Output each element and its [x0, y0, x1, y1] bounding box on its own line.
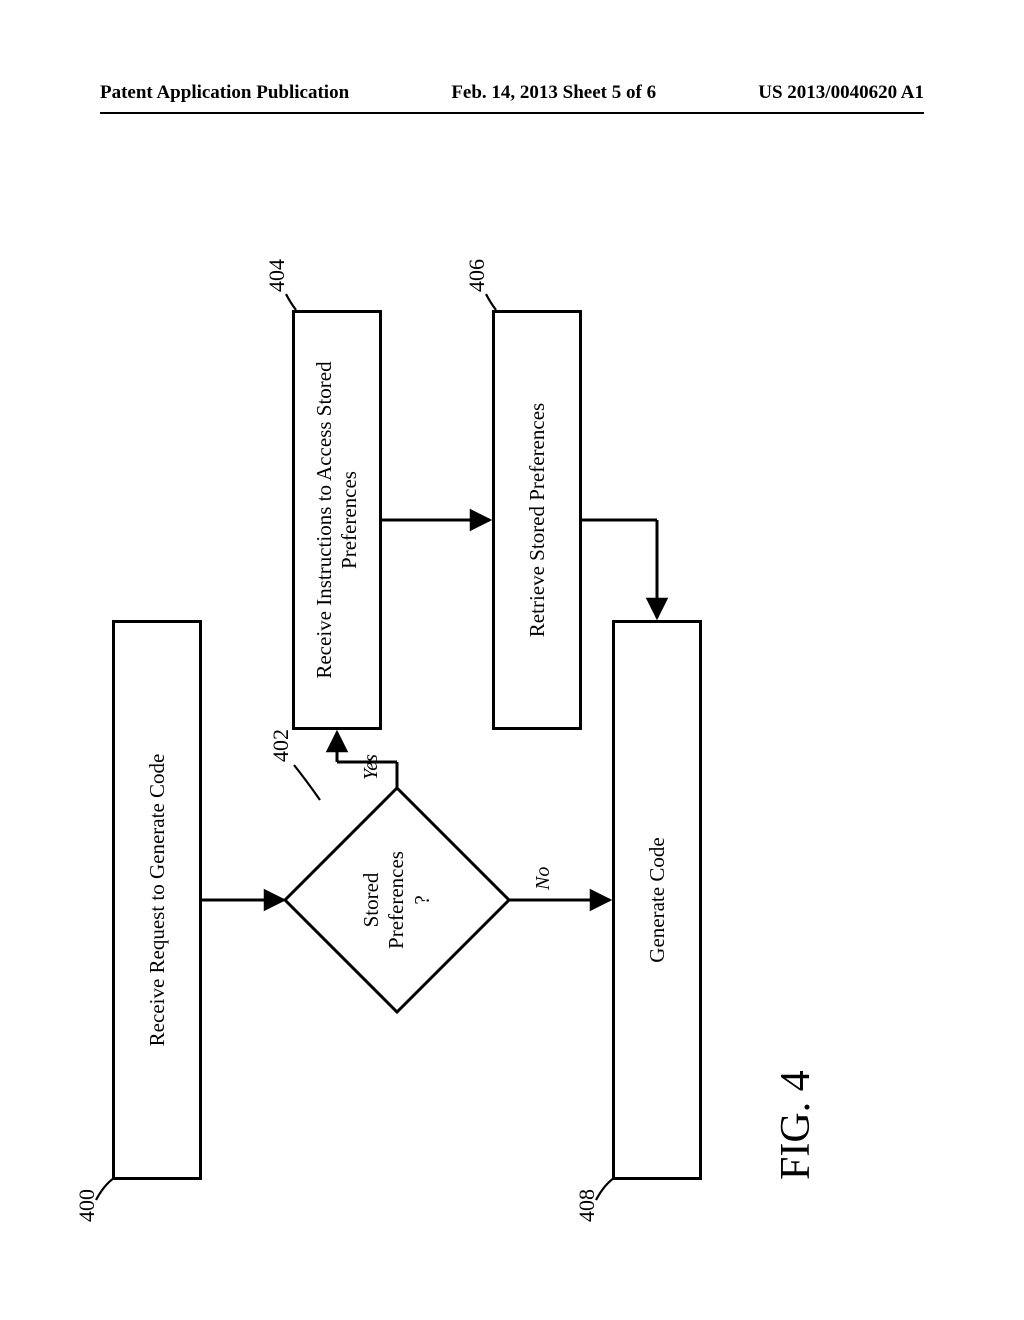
node-retrieve-prefs: Retrieve Stored Preferences	[492, 310, 582, 730]
edge-label-yes: Yes	[360, 754, 383, 780]
flowchart: Receive Request to Generate Code Stored …	[72, 180, 952, 1240]
ref-404: 404	[264, 259, 290, 292]
header-rule	[100, 112, 924, 114]
node-decision-text: Stored Preferences ?	[359, 851, 435, 949]
header-date-sheet: Feb. 14, 2013 Sheet 5 of 6	[451, 82, 656, 104]
figure-label: FIG. 4	[772, 1070, 820, 1180]
ref-408: 408	[574, 1189, 600, 1222]
node-retrieve-prefs-text: Retrieve Stored Preferences	[525, 403, 550, 637]
node-generate-code-text: Generate Code	[645, 837, 670, 962]
node-decision: Stored Preferences ?	[282, 785, 512, 1015]
header-pubnumber: US 2013/0040620 A1	[758, 82, 924, 104]
node-generate-code: Generate Code	[612, 620, 702, 1180]
edge-label-no: No	[532, 867, 555, 890]
page: Patent Application Publication Feb. 14, …	[0, 0, 1024, 1320]
node-receive-request: Receive Request to Generate Code	[112, 620, 202, 1180]
ref-400: 400	[74, 1189, 100, 1222]
ref-402: 402	[268, 729, 294, 762]
header-publication: Patent Application Publication	[100, 82, 349, 104]
node-receive-request-text: Receive Request to Generate Code	[145, 754, 170, 1047]
node-receive-instructions-text: Receive Instructions to Access Stored Pr…	[312, 361, 362, 678]
node-receive-instructions: Receive Instructions to Access Stored Pr…	[292, 310, 382, 730]
figure-area: Receive Request to Generate Code Stored …	[72, 180, 952, 1240]
ref-406: 406	[464, 259, 490, 292]
page-header: Patent Application Publication Feb. 14, …	[0, 82, 1024, 104]
